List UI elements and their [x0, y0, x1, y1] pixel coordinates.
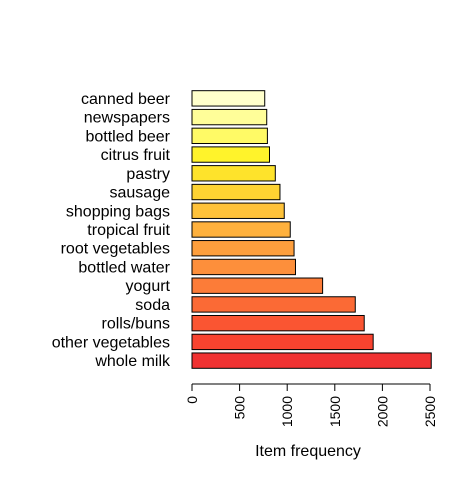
category-label: soda: [135, 297, 170, 314]
bars-group: [191, 90, 432, 369]
category-label: root vegetables: [61, 241, 170, 258]
category-label: bottled beer: [85, 128, 170, 145]
bar-newspapers: [191, 108, 268, 126]
category-label: bottled water: [78, 259, 170, 276]
x-tick-label: 1500: [327, 396, 343, 427]
x-tick-label: 2000: [374, 396, 390, 427]
bar-shopping-bags: [191, 202, 285, 219]
bar-other-vegetables: [191, 333, 374, 351]
x-tick-label: 2500: [422, 396, 438, 427]
category-label: sausage: [110, 185, 171, 202]
category-label: pastry: [126, 166, 170, 183]
bar-rolls-buns: [191, 314, 365, 332]
category-label: citrus fruit: [101, 147, 171, 164]
bar-bottled-water: [191, 258, 296, 276]
x-ticks-group: 0 500 1000 1500 2000 2500: [184, 384, 438, 427]
category-label: shopping bags: [66, 203, 170, 220]
bar-sausage: [191, 183, 281, 201]
category-label: tropical fruit: [87, 222, 170, 239]
x-axis-title: Item frequency: [255, 443, 361, 460]
x-tick-label: 500: [232, 396, 248, 420]
bar-citrus-fruit: [191, 146, 270, 163]
bar-whole-milk: [191, 352, 432, 369]
category-label: yogurt: [126, 278, 171, 295]
category-label: rolls/buns: [102, 316, 170, 333]
category-label: canned beer: [81, 91, 171, 108]
bar-root-vegetables: [191, 240, 295, 257]
category-label: other vegetables: [52, 334, 170, 351]
bar-yogurt: [191, 277, 324, 294]
bar-canned-beer: [191, 90, 266, 107]
x-tick-label: 0: [184, 396, 200, 404]
bar-bottled-beer: [191, 127, 268, 145]
x-tick-label: 1000: [279, 396, 295, 427]
bar-soda: [191, 296, 356, 313]
category-label: newspapers: [84, 110, 170, 127]
bar-tropical-fruit: [191, 221, 291, 238]
bar-pastry: [191, 165, 276, 182]
x-axis: 0 500 1000 1500 2000 2500: [184, 383, 438, 427]
category-label: whole milk: [94, 353, 171, 370]
